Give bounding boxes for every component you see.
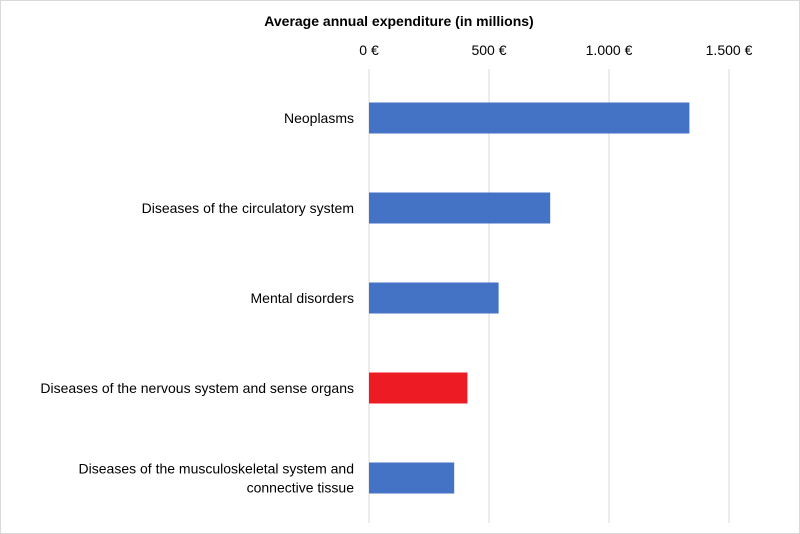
category-labels: Neoplasms Diseases of the circulatory sys… — [40, 110, 354, 496]
category-label: Neoplasms — [284, 110, 354, 126]
category-label-line: connective tissue — [247, 480, 355, 496]
category-label-line: Mental disorders — [251, 290, 355, 306]
category-label-line: Diseases of the nervous system and sense… — [40, 380, 354, 396]
category-label-line: Diseases of the circulatory system — [142, 200, 354, 216]
bars — [369, 102, 690, 494]
category-label: Diseases of the musculoskeletal system a… — [79, 461, 355, 496]
bar — [369, 192, 551, 224]
category-label: Diseases of the circulatory system — [142, 200, 354, 216]
x-tick-label: 1.000 € — [586, 42, 633, 58]
x-tick-label: 500 € — [471, 42, 506, 58]
bar — [369, 282, 499, 314]
x-tick-label: 1.500 € — [706, 42, 753, 58]
bar — [369, 102, 690, 134]
category-label-line: Neoplasms — [284, 110, 354, 126]
bar — [369, 462, 455, 494]
category-label: Mental disorders — [251, 290, 355, 306]
x-axis-ticks: 0 € 500 € 1.000 € 1.500 € — [359, 42, 752, 58]
category-label-line: Diseases of the musculoskeletal system a… — [79, 461, 354, 477]
bar-highlighted — [369, 372, 468, 404]
x-tick-label: 0 € — [359, 42, 379, 58]
chart-title: Average annual expenditure (in millions) — [264, 13, 533, 29]
category-label: Diseases of the nervous system and sense… — [40, 380, 354, 396]
